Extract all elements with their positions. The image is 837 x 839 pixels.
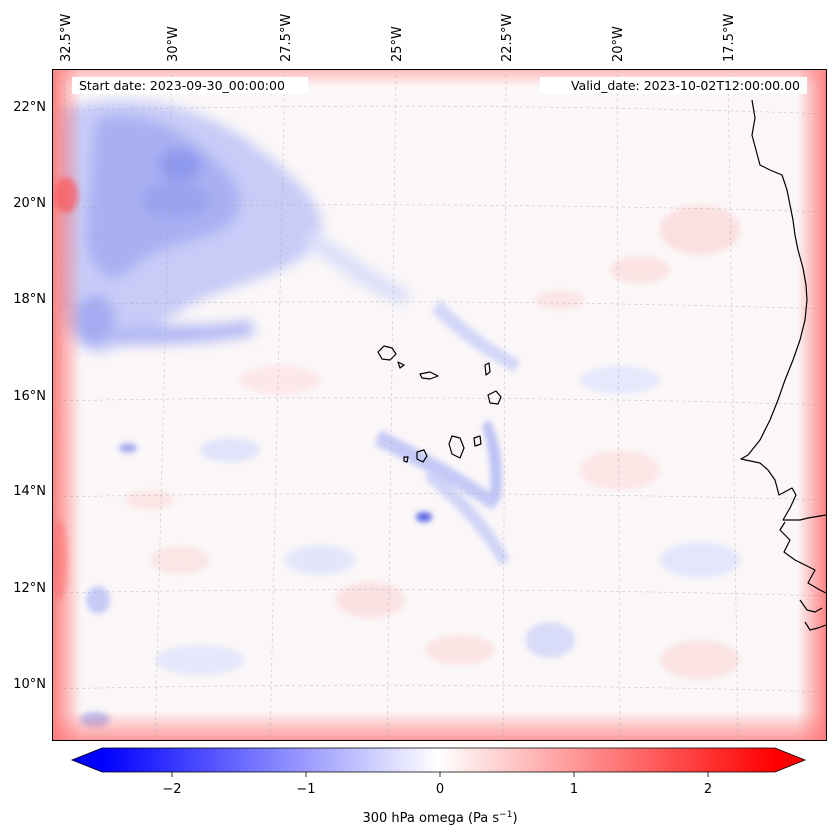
island-boa-vista (487, 390, 502, 405)
colorbar-tick-marks (171, 772, 709, 777)
start-date-label: Start date: 2023-09-30_00:00:00 (79, 78, 285, 93)
lat-tick: 20°N (13, 196, 46, 211)
left-boundary-band (52, 69, 82, 741)
lat-tick: 12°N (13, 581, 46, 596)
island-sao-nicolau (419, 371, 439, 380)
map-frame (52, 69, 827, 741)
lon-tick: 25°W (390, 26, 405, 62)
lon-tick: 30°W (166, 26, 181, 62)
valid-date-label: Valid_date: 2023-10-02T12:00:00.00 (571, 78, 800, 93)
coastlines (377, 99, 827, 631)
blue-ascent-region (58, 100, 410, 352)
colorbar-tick-label: −1 (296, 782, 315, 797)
colorbar-ramp (102, 748, 775, 772)
island-sal (484, 362, 491, 376)
colorbar-extend-min (72, 748, 102, 772)
lat-tick: 18°N (13, 292, 46, 307)
lon-tick: 32.5°W (59, 14, 74, 62)
colorbar-tick-label: 2 (704, 782, 712, 797)
lat-tick: 10°N (13, 677, 46, 692)
island-fogo (416, 449, 428, 463)
latitude-labels: 22°N 20°N 18°N 16°N 14°N 12°N 10°N (13, 100, 46, 692)
valid-date-box (540, 77, 807, 94)
blue-bands (80, 300, 740, 728)
lon-tick: 17.5°W (722, 14, 737, 62)
gridlines (52, 69, 827, 741)
colorbar-tick-label: −2 (162, 782, 181, 797)
island-santo-antao (377, 345, 397, 361)
bottom-boundary-band (52, 711, 827, 741)
island-sao-vicente (397, 361, 405, 369)
island-maio (473, 435, 482, 447)
island-brava (403, 456, 409, 463)
lon-tick: 22.5°W (500, 14, 515, 62)
colorbar-tick-label: 1 (570, 782, 578, 797)
lat-tick: 14°N (13, 484, 46, 499)
lat-tick: 16°N (13, 389, 46, 404)
start-date-box (72, 77, 308, 94)
lon-tick: 27.5°W (279, 14, 294, 62)
colorbar-label: 300 hPa omega (Pa s−1) (362, 810, 517, 826)
colorbar-extend-max (775, 748, 805, 772)
lon-tick: 20°W (611, 26, 626, 62)
africa-coastline (740, 99, 827, 631)
island-santiago (448, 435, 465, 459)
colorbar-outline (70, 747, 807, 773)
lat-tick: 22°N (13, 100, 46, 115)
colorbar: −2 −1 0 1 2 300 hPa omega (Pa s−1) (70, 747, 807, 826)
omega-field: Start date: 2023-09-30_00:00:00 Valid_da… (52, 69, 827, 741)
colorbar-tick-label: 0 (436, 782, 444, 797)
longitude-labels: 32.5°W 30°W 27.5°W 25°W 22.5°W 20°W 17.5… (59, 14, 737, 62)
